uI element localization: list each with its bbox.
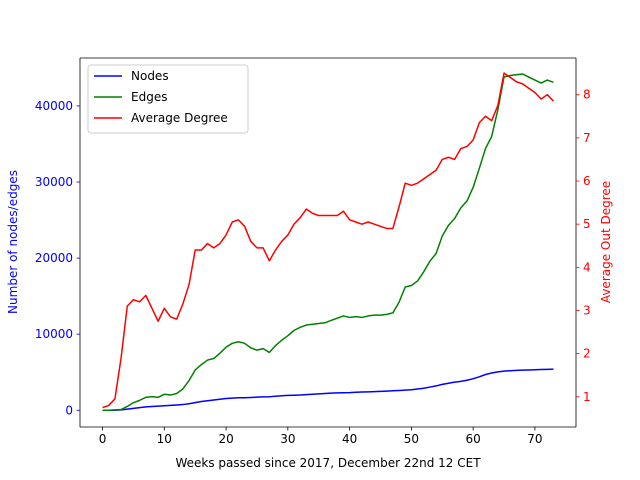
y-axis-right-label: Average Out Degree (599, 181, 613, 303)
series-line-edges (102, 73, 554, 412)
plot-lines (102, 72, 554, 412)
x-tick-label: 50 (404, 432, 419, 446)
y-right-tick-label: 7 (583, 131, 591, 145)
legend-label-edges: Edges (131, 90, 167, 104)
legend-box (87, 64, 249, 134)
x-tick-label: 20 (218, 432, 233, 446)
x-tick-label: 10 (157, 432, 172, 446)
x-tick-label: 30 (280, 432, 295, 446)
y-axis-left-label: Number of nodes/edges (6, 170, 20, 314)
y-right-tick-label: 2 (583, 347, 591, 361)
y-left-tick-label: 10000 (35, 327, 73, 341)
x-tick-label: 60 (466, 432, 481, 446)
y-right-tick-label: 1 (583, 390, 591, 404)
y-right-tick-label: 6 (583, 174, 591, 188)
y-left-tick-label: 30000 (35, 175, 73, 189)
ticks: 0 10 20 30 40 50 60 70 0 10000 20000 30000 40000 1 2 3 4… (35, 88, 591, 446)
x-tick-label: 0 (99, 432, 107, 446)
y-right-tick-label: 3 (583, 303, 591, 317)
legend-label-average-degree: Average Degree (131, 111, 228, 125)
x-tick-label: 40 (342, 432, 357, 446)
series-line-nodes (102, 368, 554, 412)
y-right-tick-label: 5 (583, 217, 591, 231)
legend-label-nodes: Nodes (131, 69, 169, 83)
y-left-tick-label: 0 (65, 403, 73, 417)
x-tick-label: 70 (527, 432, 542, 446)
x-axis-label: Weeks passed since 2017, December 22nd 1… (175, 456, 481, 470)
y-left-tick-label: 20000 (35, 251, 73, 265)
axes (79, 57, 577, 428)
series-line-average-degree (102, 72, 554, 409)
y-right-tick-label: 8 (583, 88, 591, 102)
y-right-tick-label: 4 (583, 260, 591, 274)
legend: Nodes Edges Average Degree (87, 64, 249, 134)
y-left-tick-label: 40000 (35, 99, 73, 113)
